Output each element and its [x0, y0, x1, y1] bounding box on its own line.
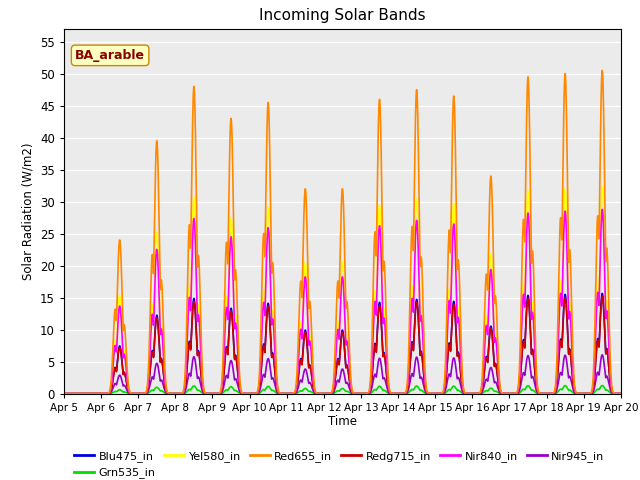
Y-axis label: Solar Radiation (W/m2): Solar Radiation (W/m2) — [22, 143, 35, 280]
Line: Grn535_in: Grn535_in — [64, 385, 621, 394]
Nir840_in — [546, 391, 554, 396]
Grn535_in — [124, 390, 131, 396]
Red655_in — [124, 372, 131, 377]
Redg715_in — [124, 385, 131, 391]
Nir840_in — [298, 331, 305, 337]
Nir945_in — [617, 391, 625, 396]
Nir840_in — [617, 391, 625, 396]
Grn535_in — [546, 391, 554, 396]
Grn535_in — [60, 391, 68, 396]
Yel580_in — [274, 385, 282, 391]
Grn535_in — [274, 391, 282, 396]
Redg715_in — [60, 391, 68, 396]
Yel580_in — [617, 391, 625, 396]
Redg715_in — [546, 391, 554, 396]
Red655_in — [617, 391, 625, 396]
Nir945_in — [274, 390, 282, 396]
Blu475_in — [606, 378, 614, 384]
Nir945_in — [124, 388, 131, 394]
Blu475_in — [598, 290, 606, 296]
Redg715_in — [598, 294, 606, 300]
Nir945_in — [546, 391, 554, 396]
Grn535_in — [598, 383, 606, 388]
Red655_in — [606, 349, 614, 355]
Redg715_in — [274, 388, 282, 394]
Nir840_in — [274, 386, 282, 392]
Line: Blu475_in: Blu475_in — [64, 293, 621, 394]
Yel580_in — [546, 391, 554, 396]
Text: BA_arable: BA_arable — [75, 49, 145, 62]
Redg715_in — [606, 378, 614, 384]
Nir945_in — [606, 386, 614, 392]
Legend: Blu475_in, Grn535_in, Yel580_in, Red655_in, Redg715_in, Nir840_in, Nir945_in: Blu475_in, Grn535_in, Yel580_in, Red655_… — [70, 446, 609, 480]
Nir840_in — [606, 367, 614, 373]
Blu475_in — [60, 391, 68, 396]
Redg715_in — [157, 359, 164, 364]
Redg715_in — [298, 360, 305, 365]
Blu475_in — [124, 385, 131, 391]
Red655_in — [298, 287, 305, 292]
Nir840_in — [124, 380, 131, 385]
Title: Incoming Solar Bands: Incoming Solar Bands — [259, 9, 426, 24]
Yel580_in — [606, 364, 614, 370]
Red655_in — [157, 283, 164, 289]
Yel580_in — [157, 322, 164, 328]
Grn535_in — [606, 390, 614, 396]
Nir945_in — [598, 352, 606, 358]
Blu475_in — [157, 358, 164, 363]
Blu475_in — [617, 391, 625, 396]
Nir840_in — [598, 206, 606, 212]
Yel580_in — [124, 378, 131, 384]
Red655_in — [274, 382, 282, 388]
Yel580_in — [298, 324, 305, 330]
Nir840_in — [60, 391, 68, 396]
Yel580_in — [598, 184, 606, 190]
Line: Yel580_in: Yel580_in — [64, 187, 621, 394]
Grn535_in — [298, 388, 305, 394]
Blu475_in — [298, 359, 305, 364]
Nir945_in — [60, 391, 68, 396]
Blu475_in — [274, 388, 282, 394]
Line: Nir945_in: Nir945_in — [64, 355, 621, 394]
Nir945_in — [298, 378, 305, 384]
Grn535_in — [157, 388, 164, 394]
Line: Nir840_in: Nir840_in — [64, 209, 621, 394]
Red655_in — [60, 391, 68, 396]
Red655_in — [546, 391, 554, 396]
Redg715_in — [617, 391, 625, 396]
Blu475_in — [546, 391, 554, 396]
Nir945_in — [157, 378, 164, 384]
Red655_in — [598, 68, 606, 73]
Nir840_in — [157, 329, 164, 335]
X-axis label: Time: Time — [328, 415, 357, 429]
Grn535_in — [617, 391, 625, 396]
Line: Red655_in: Red655_in — [64, 71, 621, 394]
Line: Redg715_in: Redg715_in — [64, 297, 621, 394]
Yel580_in — [60, 391, 68, 396]
